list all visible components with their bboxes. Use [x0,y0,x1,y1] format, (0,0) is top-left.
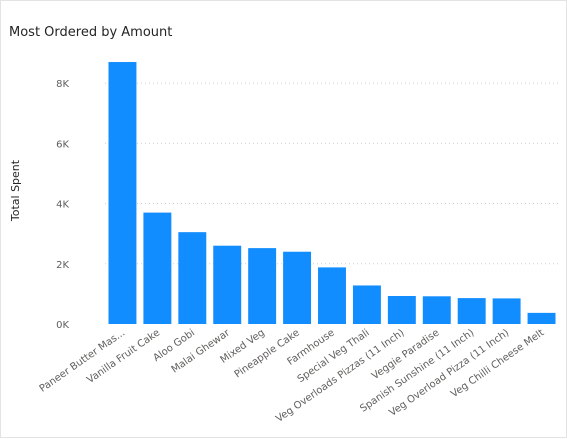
bar [422,296,451,324]
bar [178,232,207,324]
bar [318,267,346,324]
bar [248,248,277,324]
bar [387,295,416,324]
bar [108,62,137,325]
bar [213,245,242,324]
bar [352,285,381,324]
bar [283,251,312,324]
chart-title: Most Ordered by Amount [9,25,173,40]
bar [492,298,521,324]
bar [457,298,486,324]
x-tick-label: Malai Ghewar [170,327,233,376]
y-tick-label: 0K [56,320,69,331]
y-tick-label: 4K [56,200,69,211]
y-axis-title: Total Spent [9,159,22,222]
y-tick-label: 2K [56,260,69,271]
bar [143,212,172,324]
bar [527,312,556,324]
y-tick-label: 6K [56,139,69,150]
y-tick-label: 8K [56,79,69,90]
